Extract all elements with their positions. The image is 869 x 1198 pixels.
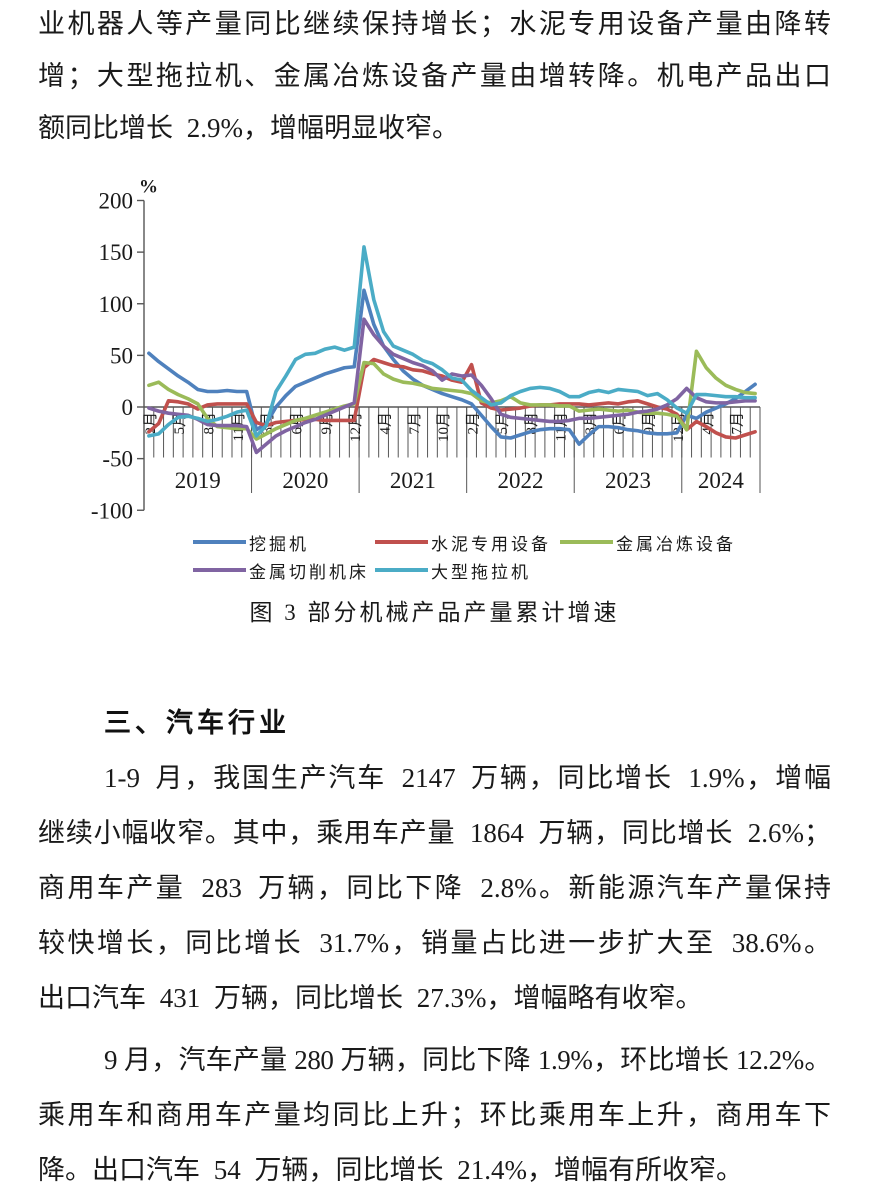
para1-line-2: 继续小幅收窄。其中，乘用车产量 1864 万辆，同比增长 2.6%； — [38, 818, 831, 848]
para1-line-4: 较快增长，同比增长 31.7%，销量占比进一步扩大至 38.6%。 — [38, 928, 831, 958]
svg-text:4月: 4月 — [378, 412, 394, 435]
para2-line-1: 9 月，汽车产量 280 万辆，同比下降 1.9%，环比增长 12.2%。 — [104, 1045, 831, 1075]
intro-line-2: 增；大型拖拉机、金属冶炼设备产量由增转降。机电产品出口 — [38, 61, 831, 91]
svg-text:50: 50 — [110, 343, 133, 368]
svg-text:2021: 2021 — [390, 468, 436, 493]
legend-label: 金属切削机床 — [249, 562, 369, 582]
svg-text:2024: 2024 — [698, 468, 745, 493]
para1-line-3: 商用车产量 283 万辆，同比下降 2.8%。新能源汽车产量保持 — [38, 873, 831, 903]
legend-line-sample — [375, 568, 428, 572]
legend-line-sample — [560, 540, 613, 544]
legend-item-cement-equipment: 水泥专用设备 — [375, 532, 551, 554]
legend-label: 金属冶炼设备 — [616, 534, 736, 554]
svg-text:2023: 2023 — [605, 468, 651, 493]
intro-line-1: 业机器人等产量同比继续保持增长；水泥专用设备产量由降转 — [38, 9, 831, 39]
svg-text:11月: 11月 — [554, 412, 570, 441]
legend-line-sample — [193, 540, 246, 544]
para2-line-3: 降。出口汽车 54 万辆，同比增长 21.4%，增幅有所收窄。 — [38, 1155, 743, 1185]
legend-line-sample — [375, 540, 428, 544]
svg-text:-50: -50 — [102, 447, 133, 472]
svg-text:7月: 7月 — [407, 412, 423, 435]
legend-item-excavator: 挖掘机 — [193, 532, 309, 554]
figure-caption: 图 3 部分机械产品产量累计增速 — [249, 600, 620, 625]
svg-text:%: % — [139, 177, 158, 198]
svg-text:0: 0 — [122, 395, 134, 420]
intro-line-3: 额同比增长 2.9%，增幅明显收窄。 — [38, 113, 459, 143]
legend-line-sample — [193, 568, 246, 572]
section-heading: 三、汽车行业 — [104, 708, 290, 738]
svg-text:2022: 2022 — [497, 468, 543, 493]
svg-text:9月: 9月 — [642, 412, 658, 435]
svg-text:-100: -100 — [91, 498, 133, 523]
svg-text:150: 150 — [99, 240, 134, 265]
para1-line-5: 出口汽车 431 万辆，同比增长 27.3%，增幅略有收窄。 — [38, 983, 703, 1013]
svg-text:100: 100 — [99, 292, 134, 317]
para1-line-1: 1-9 月，我国生产汽车 2147 万辆，同比增长 1.9%，增幅 — [104, 763, 831, 793]
svg-text:200: 200 — [99, 189, 134, 214]
svg-text:10月: 10月 — [436, 412, 452, 442]
legend-item-smelting-equipment: 金属冶炼设备 — [560, 532, 736, 554]
svg-text:2019: 2019 — [175, 468, 221, 493]
svg-text:7月: 7月 — [730, 412, 746, 435]
chart-plot-area: 200 150 100 50 0 -50 -100% 2019 2020 2021 2022 2023… — [91, 177, 761, 523]
figure-3-line-chart: 200 150 100 50 0 -50 -100% 2019 2020 2021 2022 2023… — [0, 165, 869, 625]
legend-item-machine-tools: 金属切削机床 — [193, 560, 369, 582]
legend-label: 水泥专用设备 — [431, 534, 551, 554]
svg-text:2月: 2月 — [466, 412, 482, 435]
legend-label: 大型拖拉机 — [431, 562, 531, 582]
svg-text:2020: 2020 — [282, 468, 328, 493]
legend-item-tractors: 大型拖拉机 — [375, 560, 531, 582]
legend-label: 挖掘机 — [249, 534, 309, 554]
para2-line-2: 乘用车和商用车产量均同比上升；环比乘用车上升，商用车下 — [38, 1100, 831, 1130]
